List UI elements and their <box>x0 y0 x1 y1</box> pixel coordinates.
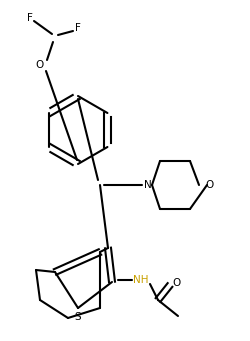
Text: NH: NH <box>133 275 148 285</box>
Text: O: O <box>205 180 213 190</box>
Text: F: F <box>27 13 33 23</box>
Text: O: O <box>172 278 180 288</box>
Text: F: F <box>75 23 80 33</box>
Text: N: N <box>144 180 151 190</box>
Text: O: O <box>36 60 44 70</box>
Text: S: S <box>74 312 81 322</box>
